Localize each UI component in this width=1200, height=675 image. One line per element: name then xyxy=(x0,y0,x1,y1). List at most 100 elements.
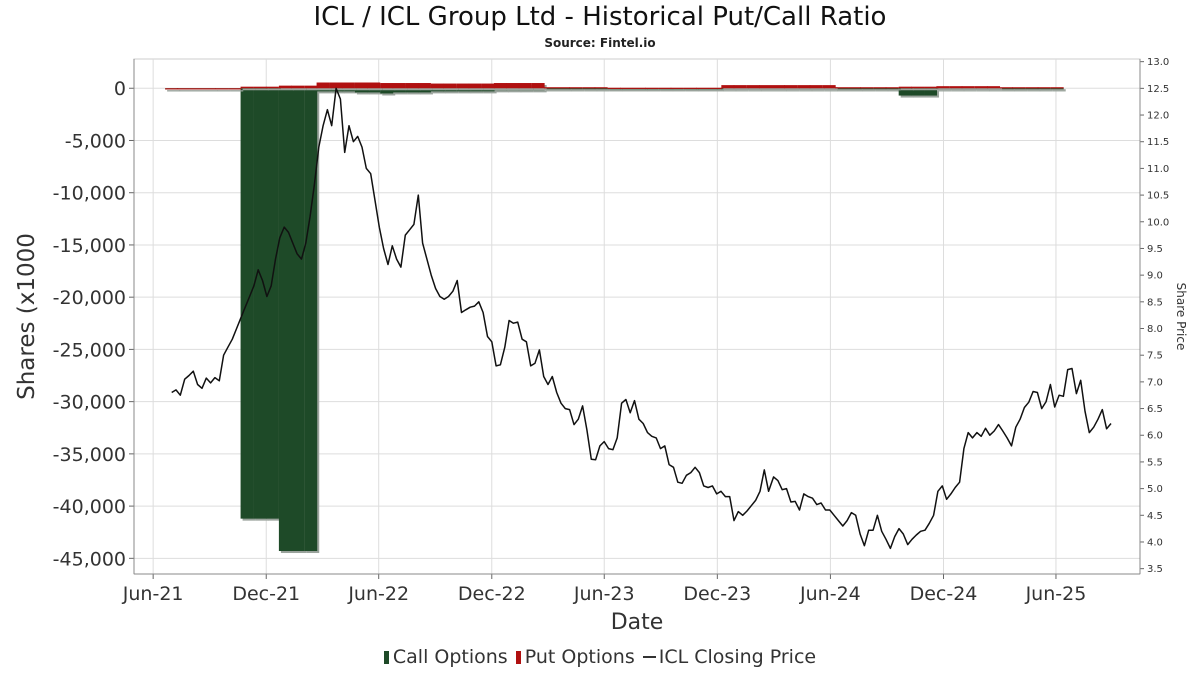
bar-shadow xyxy=(545,89,559,91)
bar-shadow xyxy=(584,90,598,92)
legend-label-put: Put Options xyxy=(524,646,635,668)
bar-shadow xyxy=(710,89,724,91)
bar-shadow xyxy=(596,90,610,92)
price-line-layer xyxy=(171,87,1112,550)
legend-item-put[interactable]: Put Options xyxy=(515,646,635,668)
bar-shadow xyxy=(938,88,952,91)
bar-shadow xyxy=(545,90,559,92)
legend-item-price[interactable]: ICL Closing Price xyxy=(642,646,816,668)
bar-shadow xyxy=(230,90,244,92)
right-tick-label: 5.5 xyxy=(1147,457,1163,468)
bar-shadow xyxy=(774,90,788,92)
right-tick-label: 4.5 xyxy=(1147,511,1163,522)
right-tick-label: 4.0 xyxy=(1147,537,1163,548)
bar-shadow xyxy=(432,90,446,94)
call-bar xyxy=(1050,88,1064,90)
put-bar xyxy=(481,83,495,89)
put-bar xyxy=(253,86,267,89)
bar-shadow xyxy=(837,89,851,91)
put-bar xyxy=(683,87,697,89)
bar-shadow xyxy=(748,87,762,91)
bar-shadow xyxy=(1002,89,1016,91)
right-tick-label: 8.0 xyxy=(1147,324,1163,335)
put-bar xyxy=(898,86,912,89)
put-bar xyxy=(1037,87,1051,89)
call-bar xyxy=(304,88,318,552)
legend: Call Options Put Options ICL Closing Pri… xyxy=(0,646,1200,668)
bar-shadow xyxy=(900,88,914,91)
put-bar xyxy=(405,83,419,89)
put-bar xyxy=(721,85,735,89)
right-tick-label: 10.5 xyxy=(1147,191,1169,202)
put-bar xyxy=(835,87,849,89)
call-bar xyxy=(898,88,912,96)
x-tick-label: Dec-24 xyxy=(910,583,978,605)
put-bar xyxy=(822,85,836,89)
bar-shadow xyxy=(761,87,775,91)
put-bar xyxy=(759,85,773,89)
put-bar xyxy=(670,87,684,89)
left-tick-label: -45,000 xyxy=(53,548,126,570)
right-tick-label: 10.0 xyxy=(1147,217,1169,228)
bar-shadow xyxy=(191,90,205,92)
put-bar xyxy=(367,82,381,89)
bar-shadow xyxy=(533,90,547,93)
call-bar xyxy=(848,88,862,90)
bar-shadow xyxy=(735,90,749,92)
call-bar xyxy=(265,88,279,519)
bar-shadow xyxy=(458,90,472,94)
put-bar xyxy=(354,82,368,89)
put-bar xyxy=(708,87,722,89)
legend-item-call[interactable]: Call Options xyxy=(383,646,508,668)
bar-shadow xyxy=(850,89,864,91)
x-tick-label: Jun-25 xyxy=(1025,583,1087,605)
x-tick-label: Dec-23 xyxy=(683,583,751,605)
x-tick-label: Jun-21 xyxy=(122,583,184,605)
call-bar xyxy=(582,88,596,90)
put-bar xyxy=(392,83,406,89)
bar-shadow xyxy=(470,90,484,94)
call-bar xyxy=(354,88,368,93)
put-bar xyxy=(594,87,608,89)
bar-shadow xyxy=(963,90,977,92)
bar-shadow xyxy=(558,89,572,91)
put-bar xyxy=(569,87,583,89)
left-tick-label: 0 xyxy=(114,78,126,100)
bar-shadow xyxy=(887,89,901,91)
put-bar xyxy=(165,88,179,90)
bar-shadow xyxy=(850,90,864,92)
bar-shadow xyxy=(672,89,686,91)
x-tick-label: Jun-23 xyxy=(573,583,635,605)
bar-shadow xyxy=(445,90,459,94)
bar-shadow xyxy=(824,87,838,91)
bar-shadow xyxy=(318,90,332,94)
right-tick-label: 12.5 xyxy=(1147,84,1169,95)
right-tick-label: 7.0 xyxy=(1147,377,1163,388)
right-tick-label: 6.0 xyxy=(1147,431,1163,442)
bar-shadow xyxy=(735,87,749,91)
axis-labels: 0 -5,000 -10,000 -15,000 -20,000 -25,000 -30,0… xyxy=(14,57,1188,635)
put-bar xyxy=(911,86,925,89)
put-bar xyxy=(1012,87,1026,89)
put-bar xyxy=(582,87,596,89)
call-bar xyxy=(569,88,583,90)
put-bar xyxy=(316,82,330,89)
put-bar xyxy=(506,83,520,89)
right-tick-label: 12.0 xyxy=(1147,111,1169,122)
bar-shadow xyxy=(938,90,952,92)
put-bar xyxy=(443,83,457,89)
bar-shadow xyxy=(875,89,889,91)
x-tick-label: Dec-22 xyxy=(458,583,526,605)
put-bar xyxy=(228,88,242,90)
bar-shadow xyxy=(989,90,1003,92)
put-bar xyxy=(265,86,279,89)
bar-shadow xyxy=(634,89,648,91)
left-tick-label: -10,000 xyxy=(53,183,126,205)
chart-title: ICL / ICL Group Ltd - Historical Put/Cal… xyxy=(313,2,887,32)
bar-shadow xyxy=(799,90,813,92)
bar-shadow xyxy=(1027,90,1041,92)
bar-shadow xyxy=(887,90,901,92)
left-tick-label: -40,000 xyxy=(53,496,126,518)
call-bar xyxy=(924,88,938,96)
